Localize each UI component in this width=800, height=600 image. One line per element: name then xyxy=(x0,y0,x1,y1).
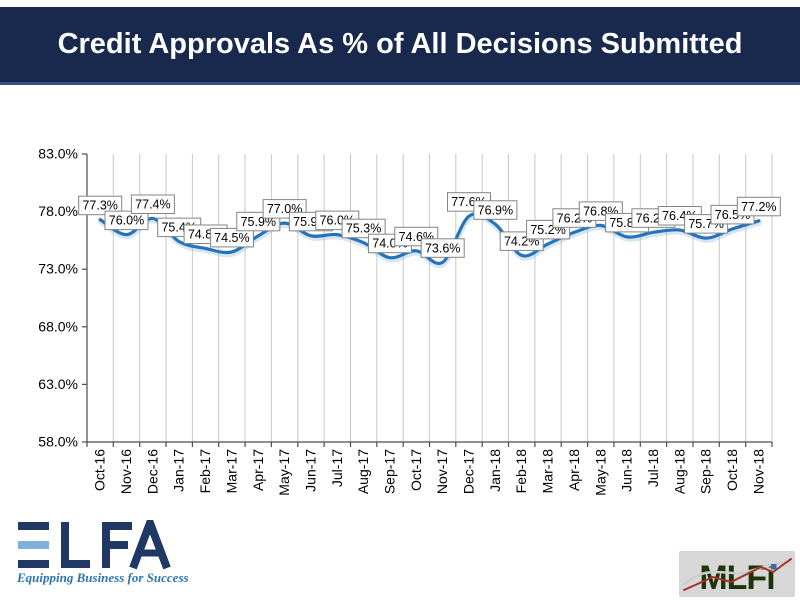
data-label-box xyxy=(420,238,465,258)
x-axis-label: Apr-17 xyxy=(250,449,266,491)
y-axis-label: 58.0% xyxy=(38,434,78,450)
x-axis-label: Apr-18 xyxy=(566,449,582,491)
x-axis-label: Nov-17 xyxy=(434,449,450,494)
data-label-value: 74.5% xyxy=(214,231,249,245)
x-axis-label: Oct-17 xyxy=(408,449,424,491)
mlfi-red-trendline xyxy=(683,558,792,591)
x-axis-label: Feb-18 xyxy=(513,449,529,494)
x-axis-label: Dec-17 xyxy=(461,449,477,494)
elfa-tagline: Equipping Business for Success xyxy=(17,570,189,585)
mlfi-logo: MLFi xyxy=(679,551,795,597)
axes: 58.0% 63.0% 68.0% 73.0% 78.0% 83.0% Oct-16 Nov-… xyxy=(38,146,773,496)
data-label-box xyxy=(130,194,175,214)
x-axis-label: May-17 xyxy=(276,449,292,496)
x-axis-label: Jul-17 xyxy=(329,449,345,487)
data-label: 73.6% xyxy=(420,238,465,258)
gridlines xyxy=(112,154,773,442)
y-axis-label: 83.0% xyxy=(38,146,78,162)
data-labels: 77.3%76.0%77.4%75.4%74.8%74.5%75.9%77.0%… xyxy=(78,192,781,258)
x-axis-label: Nov-16 xyxy=(118,449,134,494)
mlfi-i-dot xyxy=(771,564,777,570)
elfa-letter-a xyxy=(129,520,171,570)
x-axis-label: Jun-18 xyxy=(619,449,635,492)
data-label-box xyxy=(104,210,149,231)
data-label-value: 76.9% xyxy=(478,203,513,217)
data-label-box xyxy=(209,227,254,248)
credit-approvals-line-chart: 58.0% 63.0% 68.0% 73.0% 78.0% 83.0% Oct-16 Nov-… xyxy=(38,146,781,496)
data-label: 77.3% xyxy=(78,195,123,216)
data-label-box xyxy=(341,218,386,239)
elfa-letter-e xyxy=(18,522,49,568)
x-axis-label: Nov-18 xyxy=(750,449,766,494)
y-axis-label: 73.0% xyxy=(38,261,78,277)
x-axis-label: Dec-16 xyxy=(144,449,160,494)
y-axis-label: 63.0% xyxy=(38,376,78,392)
x-axis-label: Jan-18 xyxy=(487,449,503,492)
data-label: 74.5% xyxy=(209,227,254,248)
data-label: 75.3% xyxy=(341,218,386,239)
x-axis-label: Oct-16 xyxy=(92,449,108,491)
page-title: Credit Approvals As % of All Decisions S… xyxy=(57,28,743,60)
data-label-value: 77.2% xyxy=(741,200,776,214)
data-label-value: 77.3% xyxy=(82,199,117,213)
data-label-box xyxy=(736,196,781,217)
series-line xyxy=(98,212,761,266)
data-label: 77.2% xyxy=(736,196,781,217)
mlfi-gray-trendline xyxy=(683,560,792,586)
elfa-letter-l xyxy=(61,522,90,568)
title-bar: Credit Approvals As % of All Decisions S… xyxy=(0,7,800,85)
x-axis-label: Mar-17 xyxy=(223,449,239,494)
data-label: 76.0% xyxy=(104,210,149,231)
data-label-value: 75.3% xyxy=(346,222,381,236)
data-label-value: 77.4% xyxy=(135,198,170,212)
x-axis-label: Jun-17 xyxy=(302,449,318,492)
data-label-value: 76.0% xyxy=(109,214,144,228)
x-axis-label: May-18 xyxy=(592,449,608,496)
x-axis-label: Sep-18 xyxy=(698,449,714,494)
x-axis-label: Aug-17 xyxy=(355,449,371,494)
data-label-value: 73.6% xyxy=(425,241,460,255)
elfa-letter-f xyxy=(102,522,132,568)
data-label: 76.9% xyxy=(473,200,518,220)
x-axis-label: Jul-18 xyxy=(645,449,661,487)
x-axis-label: Oct-18 xyxy=(724,449,740,491)
data-label-box xyxy=(473,200,518,220)
x-axis-label: Sep-17 xyxy=(382,449,398,494)
y-axis-label: 78.0% xyxy=(38,203,78,219)
data-label-box xyxy=(78,195,123,216)
y-axis-label: 68.0% xyxy=(38,318,78,334)
x-axis-label: Aug-18 xyxy=(671,449,687,494)
elfa-logo xyxy=(18,520,171,570)
x-axis-label: Feb-17 xyxy=(197,449,213,494)
x-axis-label: Jan-17 xyxy=(171,449,187,492)
x-axis-label: Mar-18 xyxy=(540,449,556,494)
data-label: 77.4% xyxy=(130,194,175,214)
